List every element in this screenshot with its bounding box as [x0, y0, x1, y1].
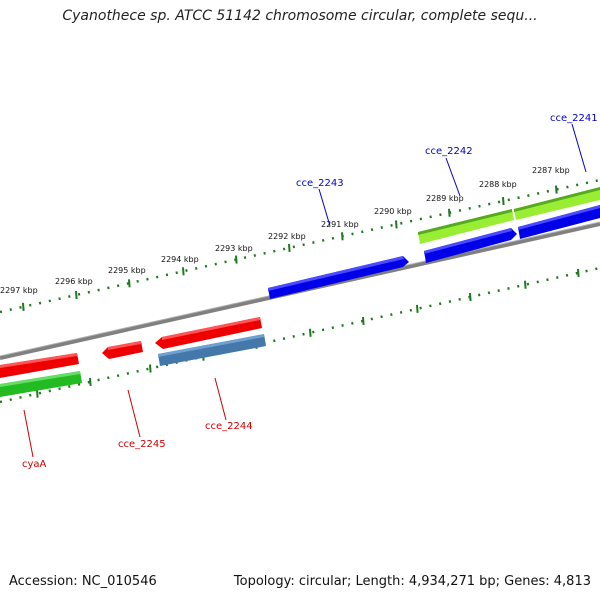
- scale-label: 2292 kbp: [268, 232, 306, 241]
- scale-label: 2290 kbp: [374, 207, 412, 216]
- gene-labels: cce_2241 cce_2242 cce_2243 cce_2244 cce_…: [22, 113, 598, 470]
- scale-label: 2294 kbp: [161, 255, 199, 264]
- scale-labels: 2297 kbp 2296 kbp 2295 kbp 2294 kbp 2293…: [0, 166, 570, 295]
- scale-tick: [524, 280, 527, 289]
- feature-rna-2242[interactable]: [418, 209, 514, 244]
- feature-cyaA[interactable]: [0, 353, 79, 378]
- scale-label: 2297 kbp: [0, 286, 38, 295]
- scale-label: 2289 kbp: [426, 194, 464, 203]
- gene-label-cce-2241[interactable]: cce_2241: [550, 113, 598, 124]
- scale-label: 2288 kbp: [479, 180, 517, 189]
- scale-tick: [395, 220, 398, 229]
- scale-tick: [362, 316, 365, 326]
- feature-cce-2241[interactable]: [518, 205, 600, 239]
- scale-tick: [448, 208, 451, 217]
- gene-label-cyaA[interactable]: cyaA: [22, 459, 47, 470]
- feature-cce-2244[interactable]: [155, 317, 262, 349]
- accession-text: Accession: NC_010546: [9, 574, 157, 589]
- scale-label: 2287 kbp: [532, 166, 570, 175]
- scale-tick: [309, 328, 312, 337]
- feature-cce-2243[interactable]: [268, 256, 409, 299]
- scale-tick: [22, 302, 25, 311]
- gene-label-cce-2244[interactable]: cce_2244: [205, 421, 253, 432]
- feature-green-cyaA[interactable]: [0, 371, 82, 397]
- scale-tick: [577, 268, 580, 277]
- scale-tick: [502, 196, 505, 206]
- scale-label: 2293 kbp: [215, 244, 253, 253]
- label-lines: [23, 123, 587, 458]
- forward-scale-track: [0, 178, 600, 314]
- topology-text: Topology: circular; Length: 4,934,271 bp…: [233, 574, 591, 589]
- scale-tick: [416, 304, 419, 313]
- feature-cce-2245[interactable]: [102, 341, 143, 359]
- feature-cce-2242[interactable]: [424, 228, 517, 263]
- gene-label-cce-2242[interactable]: cce_2242: [425, 146, 473, 157]
- scale-tick: [555, 185, 558, 194]
- scale-tick: [75, 290, 78, 300]
- scale-label: 2295 kbp: [108, 266, 146, 275]
- scale-tick: [182, 267, 185, 276]
- scale-label: 2296 kbp: [55, 277, 93, 286]
- scale-tick: [288, 243, 291, 252]
- gene-label-cce-2243[interactable]: cce_2243: [296, 178, 344, 189]
- scale-label: 2291 kbp: [321, 220, 359, 229]
- scale-tick: [469, 292, 472, 302]
- scale-tick: [341, 232, 344, 241]
- scale-tick: [128, 279, 131, 288]
- scale-tick: [235, 255, 238, 264]
- map-title: Cyanothece sp. ATCC 51142 chromosome cir…: [62, 8, 538, 24]
- feature-rna-2241[interactable]: [514, 187, 600, 220]
- scale-tick: [36, 389, 39, 398]
- gene-label-cce-2245[interactable]: cce_2245: [118, 439, 166, 450]
- scale-tick: [149, 364, 152, 373]
- scale-tick: [89, 377, 92, 386]
- feature-misc-2244[interactable]: [158, 334, 266, 366]
